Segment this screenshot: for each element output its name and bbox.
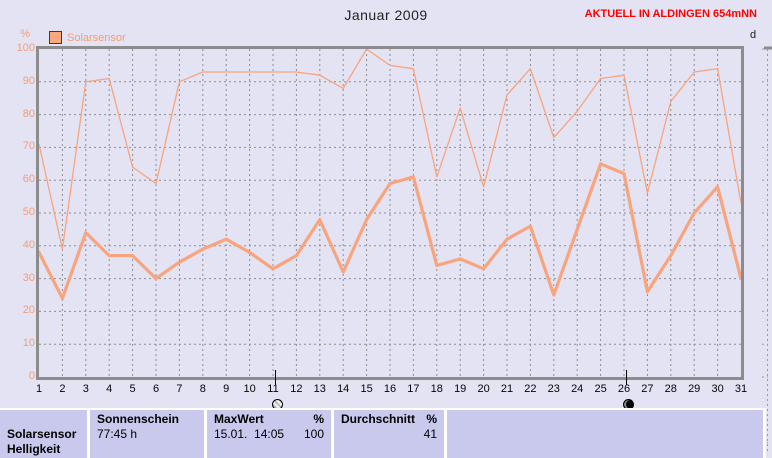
legend: Solarsensor	[49, 31, 126, 44]
x-tick-label: 13	[313, 383, 326, 395]
x-tick-label: 15	[360, 383, 373, 395]
x-tick-label: 11	[267, 383, 279, 395]
x-tick-label: 31	[734, 383, 748, 395]
x-tick-label: 16	[383, 383, 397, 395]
value-maxwert-datetime: 15.01. 14:05	[214, 427, 285, 441]
x-tick-label: 6	[152, 383, 160, 395]
x-tick-label: 9	[223, 383, 230, 395]
x-tick-label: 4	[106, 383, 113, 395]
x-tick-label: 26	[617, 383, 631, 395]
station-banner: AKTUELL IN ALDINGEN 654mNN	[584, 8, 757, 20]
legend-swatch-icon	[49, 31, 62, 44]
y-tick-label: 40	[22, 238, 35, 251]
x-tick-label: 18	[430, 383, 443, 395]
sensor-name-line2: Helligkeit	[7, 442, 61, 456]
y-tick-label: 0	[28, 370, 35, 382]
x-tick-label: 8	[199, 383, 206, 395]
col-unit-maxwert: %	[313, 412, 324, 426]
table-cell-maxwert: MaxWert % 15.01. 14:05 100	[207, 410, 331, 458]
x-tick-label: 10	[243, 383, 256, 395]
summary-table: Solarsensor Helligkeit Sonnenschein 77:4…	[0, 408, 766, 458]
x-tick-label: 27	[641, 383, 654, 395]
clipped-axis-label: d	[750, 29, 757, 41]
y-tick-label: 30	[22, 271, 35, 284]
col-unit-durchschnitt: %	[426, 412, 437, 426]
x-tick-label: 1	[35, 383, 43, 395]
x-tick-label: 7	[176, 383, 183, 395]
plot-border	[36, 46, 744, 380]
y-tick-label: 50	[22, 206, 35, 218]
x-tick-label: 23	[547, 383, 560, 395]
table-cell-empty	[447, 410, 763, 458]
col-header-sonnenschein: Sonnenschein	[97, 412, 180, 426]
adjacent-panel-edge	[762, 46, 772, 452]
value-sonnenschein: 77:45 h	[97, 427, 138, 441]
x-tick-label: 2	[59, 383, 66, 395]
moon-phase-tick	[275, 370, 276, 385]
y-tick-label: 90	[22, 74, 35, 87]
x-tick-label: 5	[129, 383, 136, 395]
x-tick-label: 22	[524, 383, 537, 395]
x-tick-label: 24	[571, 383, 584, 395]
y-tick-label: 100	[16, 42, 35, 54]
sensor-name-line1: Solarsensor	[7, 427, 77, 441]
y-tick-label: 10	[22, 337, 35, 350]
moon-phase-tick	[626, 370, 627, 385]
table-cell-sonnenschein: Sonnenschein 77:45 h	[90, 410, 204, 458]
y-tick-label: 20	[22, 304, 35, 317]
y-tick-label: 80	[22, 107, 35, 120]
x-tick-label: 14	[337, 383, 350, 395]
col-header-durchschnitt: Durchschnitt	[341, 412, 416, 426]
y-tick-label: 60	[22, 173, 35, 186]
x-tick-label: 28	[664, 383, 677, 395]
x-tick-label: 29	[688, 383, 701, 395]
x-tick-label: 17	[407, 383, 420, 395]
page-title: Januar 2009	[344, 7, 428, 23]
x-tick-label: 19	[454, 383, 467, 395]
table-cell-sensor: Solarsensor Helligkeit	[0, 410, 87, 458]
col-header-maxwert: MaxWert	[214, 412, 264, 426]
value-durchschnitt-pct: 41	[423, 427, 437, 441]
y-tick-label: 70	[22, 140, 35, 153]
x-tick-label: 25	[594, 383, 607, 395]
x-tick-label: 30	[711, 383, 724, 395]
x-tick-label: 20	[477, 383, 490, 395]
x-tick-label: 21	[500, 383, 514, 395]
plot-svg	[39, 49, 741, 377]
y-axis-unit-label: %	[20, 28, 30, 40]
x-tick-label: 3	[82, 383, 89, 395]
legend-label: Solarsensor	[67, 31, 126, 44]
value-maxwert-pct: 100	[303, 427, 324, 441]
x-tick-label: 12	[290, 383, 303, 395]
table-cell-durchschnitt: Durchschnitt % 41	[334, 410, 444, 458]
